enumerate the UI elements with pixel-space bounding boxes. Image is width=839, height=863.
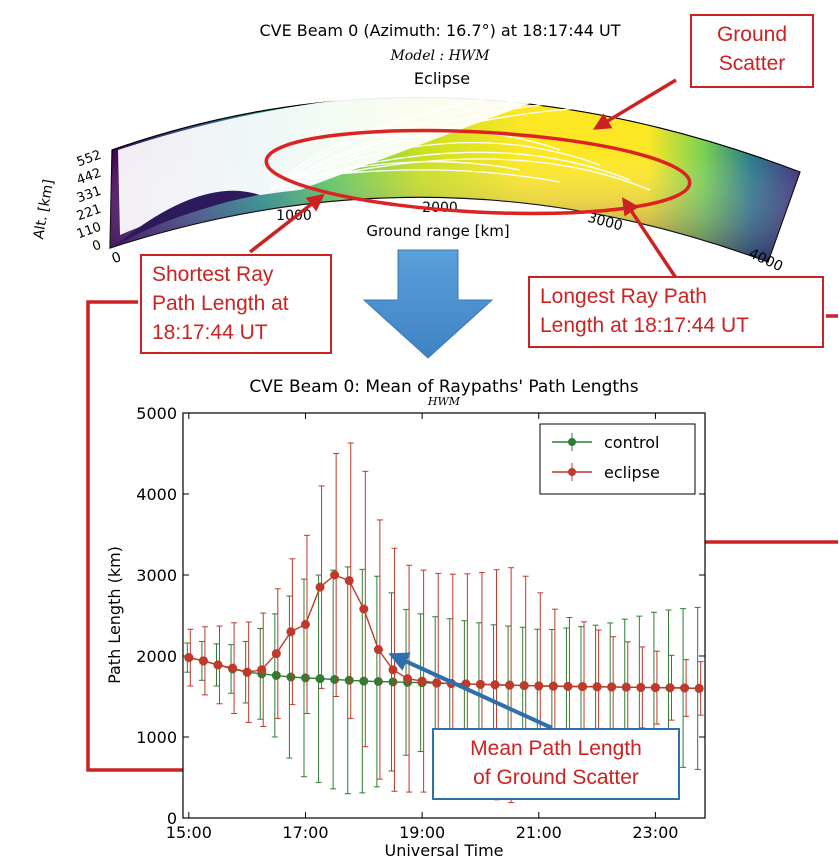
y-tick-label: 0 [167, 809, 177, 828]
data-point-eclipse [505, 680, 515, 690]
alt-tick: 0 [90, 238, 103, 255]
data-point-eclipse [592, 682, 602, 692]
y-axis-label: Path Length (km) [105, 546, 124, 684]
data-point-eclipse [490, 680, 500, 690]
data-point-eclipse [403, 674, 413, 684]
y-tick-label: 2000 [136, 647, 177, 666]
mean-arrow [388, 652, 553, 730]
range-axis-label: Ground range [km] [366, 222, 509, 240]
callout-longest-ray: Longest Ray Path Length at 18:17:44 UT [528, 276, 824, 348]
data-point-control [373, 677, 383, 687]
data-point-eclipse [650, 683, 660, 693]
legend-marker [568, 468, 576, 476]
x-tick-label: 23:00 [632, 823, 678, 842]
data-point-eclipse [228, 663, 238, 673]
range-tick: 0 [110, 249, 124, 267]
data-point-eclipse [344, 576, 354, 586]
data-point-eclipse [198, 656, 208, 666]
data-point-eclipse [665, 683, 675, 693]
legend-label: eclipse [604, 463, 660, 482]
data-point-eclipse [213, 660, 223, 670]
callout-mean-path: Mean Path Length of Ground Scatter [432, 728, 680, 800]
data-point-eclipse [519, 681, 529, 691]
legend: control eclipse [539, 423, 696, 495]
top-model-label: Model : HWM [389, 48, 490, 64]
data-point-control [359, 676, 369, 686]
data-point-control [271, 670, 281, 680]
y-tick-label: 4000 [136, 485, 177, 504]
data-point-control [330, 674, 340, 684]
data-point-eclipse [636, 682, 646, 692]
data-point-control [286, 672, 296, 682]
legend-box [539, 423, 696, 495]
data-point-eclipse [359, 604, 369, 614]
data-point-eclipse [271, 649, 281, 659]
data-point-eclipse [475, 679, 485, 689]
data-point-eclipse [680, 683, 690, 693]
data-point-eclipse [534, 681, 544, 691]
callout-ground-scatter: Ground Scatter [690, 14, 814, 88]
data-point-eclipse [242, 667, 252, 677]
series-eclipse [184, 442, 704, 804]
data-point-eclipse [607, 682, 617, 692]
data-point-eclipse [184, 653, 194, 663]
data-point-eclipse [432, 678, 442, 688]
chart-title: CVE Beam 0: Mean of Raypaths' Path Lengt… [249, 377, 638, 397]
alt-axis-label: Alt. [km] [31, 178, 57, 240]
legend-label: control [604, 433, 659, 452]
ray-paths [269, 91, 661, 191]
ray-trace-panel: CVE Beam 0 (Azimuth: 16.7°) at 18:17:44 … [31, 21, 801, 275]
alt-ticks: 552 442 331 221 110 0 [75, 148, 103, 255]
y-tick-label: 1000 [136, 728, 177, 747]
y-axis-ticks: 0 1000 2000 3000 4000 5000 [136, 404, 705, 828]
data-point-eclipse [694, 683, 704, 693]
x-tick-label: 15:00 [166, 823, 212, 842]
data-point-eclipse [388, 665, 398, 675]
data-point-eclipse [373, 645, 383, 655]
big-down-arrow [362, 249, 494, 359]
chart-subtitle: HWM [427, 395, 461, 408]
y-tick-label: 3000 [136, 566, 177, 585]
data-point-control [315, 674, 325, 684]
data-point-control [388, 677, 398, 687]
callout-shortest-ray: Shortest Ray Path Length at 18:17:44 UT [140, 254, 332, 354]
data-point-eclipse [257, 665, 267, 675]
data-point-eclipse [548, 681, 558, 691]
lower-hump [112, 190, 260, 248]
x-axis-ticks: 15:00 17:00 19:00 21:00 23:00 [166, 413, 678, 842]
alt-tick: 552 [75, 148, 103, 171]
data-point-control [300, 673, 310, 683]
top-subtitle: Eclipse [414, 69, 470, 88]
data-point-control [344, 675, 354, 685]
path-length-chart: CVE Beam 0: Mean of Raypaths' Path Lengt… [105, 377, 706, 860]
legend-marker [568, 438, 576, 446]
x-axis-label: Universal Time [384, 841, 503, 860]
data-point-eclipse [563, 681, 573, 691]
data-point-eclipse [286, 627, 296, 637]
x-tick-label: 21:00 [516, 823, 562, 842]
data-point-eclipse [621, 682, 631, 692]
ground-scatter-ellipse [264, 128, 692, 216]
data-point-eclipse [315, 582, 325, 592]
y-tick-label: 5000 [136, 404, 177, 423]
x-tick-label: 19:00 [399, 823, 445, 842]
x-tick-label: 17:00 [282, 823, 328, 842]
data-point-eclipse [330, 570, 340, 580]
data-point-eclipse [300, 619, 310, 629]
top-title: CVE Beam 0 (Azimuth: 16.7°) at 18:17:44 … [259, 21, 620, 40]
data-point-eclipse [578, 682, 588, 692]
data-point-eclipse [417, 676, 427, 686]
